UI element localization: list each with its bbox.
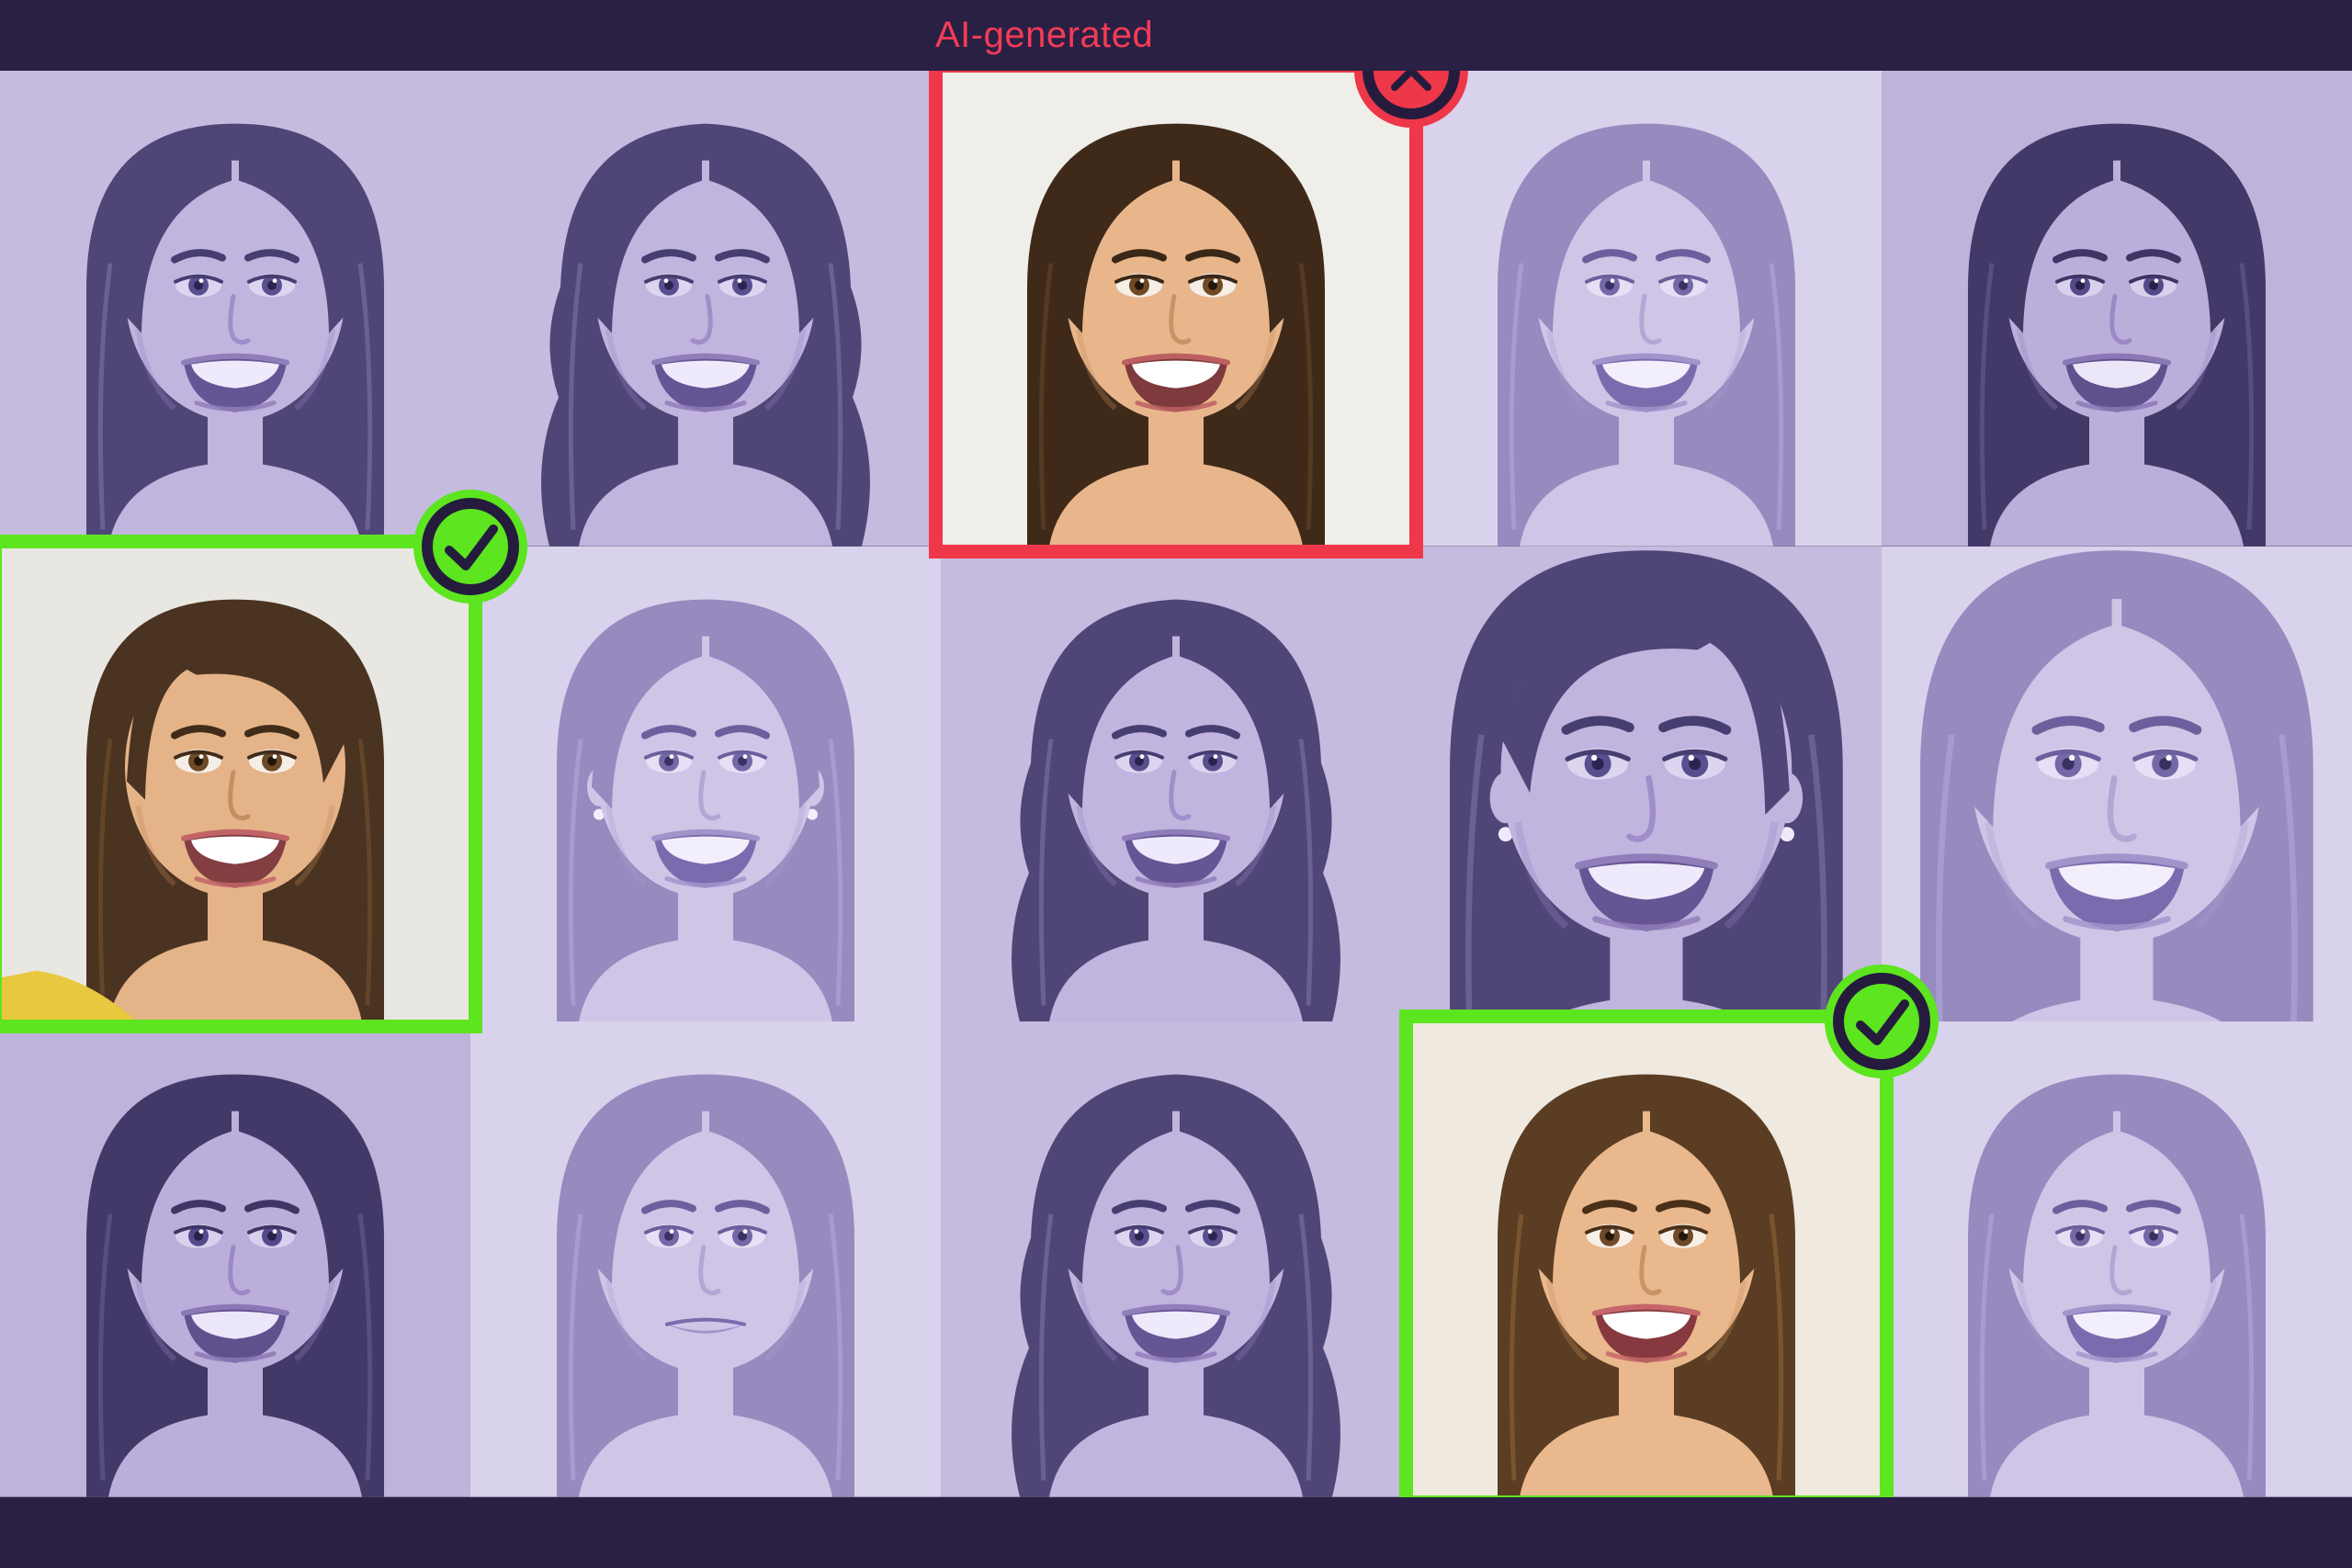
face-cell-r1c1[interactable]: [0, 71, 470, 547]
top-bar: [0, 0, 2352, 71]
face-cell-r2c4[interactable]: [1411, 546, 1882, 1022]
face-cell-r2c3[interactable]: [941, 546, 1411, 1022]
face-photo-r1c3: [941, 71, 1411, 547]
face-cell-r3c2[interactable]: [470, 1021, 941, 1497]
face-cell-r1c2[interactable]: [470, 71, 941, 547]
face-photo-r3c4: [1411, 1021, 1882, 1497]
face-cell-r2c5[interactable]: [1882, 546, 2352, 1022]
face-cell-r1c4[interactable]: [1411, 71, 1882, 547]
face-photo-r3c3: [941, 1021, 1411, 1497]
face-photo-r1c4: [1411, 71, 1882, 547]
face-cell-r3c3[interactable]: [941, 1021, 1411, 1497]
ai-generated-label: AI-generated: [935, 15, 1154, 55]
face-photo-r1c1: [0, 71, 470, 547]
face-photo-r3c5: [1882, 1021, 2352, 1497]
face-photo-r1c5: [1882, 71, 2352, 547]
face-photo-r3c2: [470, 1021, 941, 1497]
bottom-bar: [0, 1497, 2352, 1568]
face-cell-r3c5[interactable]: [1882, 1021, 2352, 1497]
face-photo-r2c3: [941, 546, 1411, 1022]
face-photo-r2c5: [1882, 546, 2352, 1022]
face-photo-r2c2: [470, 546, 941, 1022]
face-cell-r3c1[interactable]: [0, 1021, 470, 1497]
face-photo-r3c1: [0, 1021, 470, 1497]
face-photo-r1c2: [470, 71, 941, 547]
face-photo-r2c4: [1411, 546, 1882, 1022]
face-cell-r3c4[interactable]: [1399, 964, 1939, 1509]
face-photo-r2c1: [0, 546, 470, 1022]
face-cell-r2c1[interactable]: [0, 489, 527, 1034]
face-cell-r1c5[interactable]: [1882, 71, 2352, 547]
face-grid: [0, 14, 2352, 1509]
face-cell-r1c3[interactable]: [929, 14, 1468, 558]
face-cell-r2c2[interactable]: [470, 546, 941, 1022]
